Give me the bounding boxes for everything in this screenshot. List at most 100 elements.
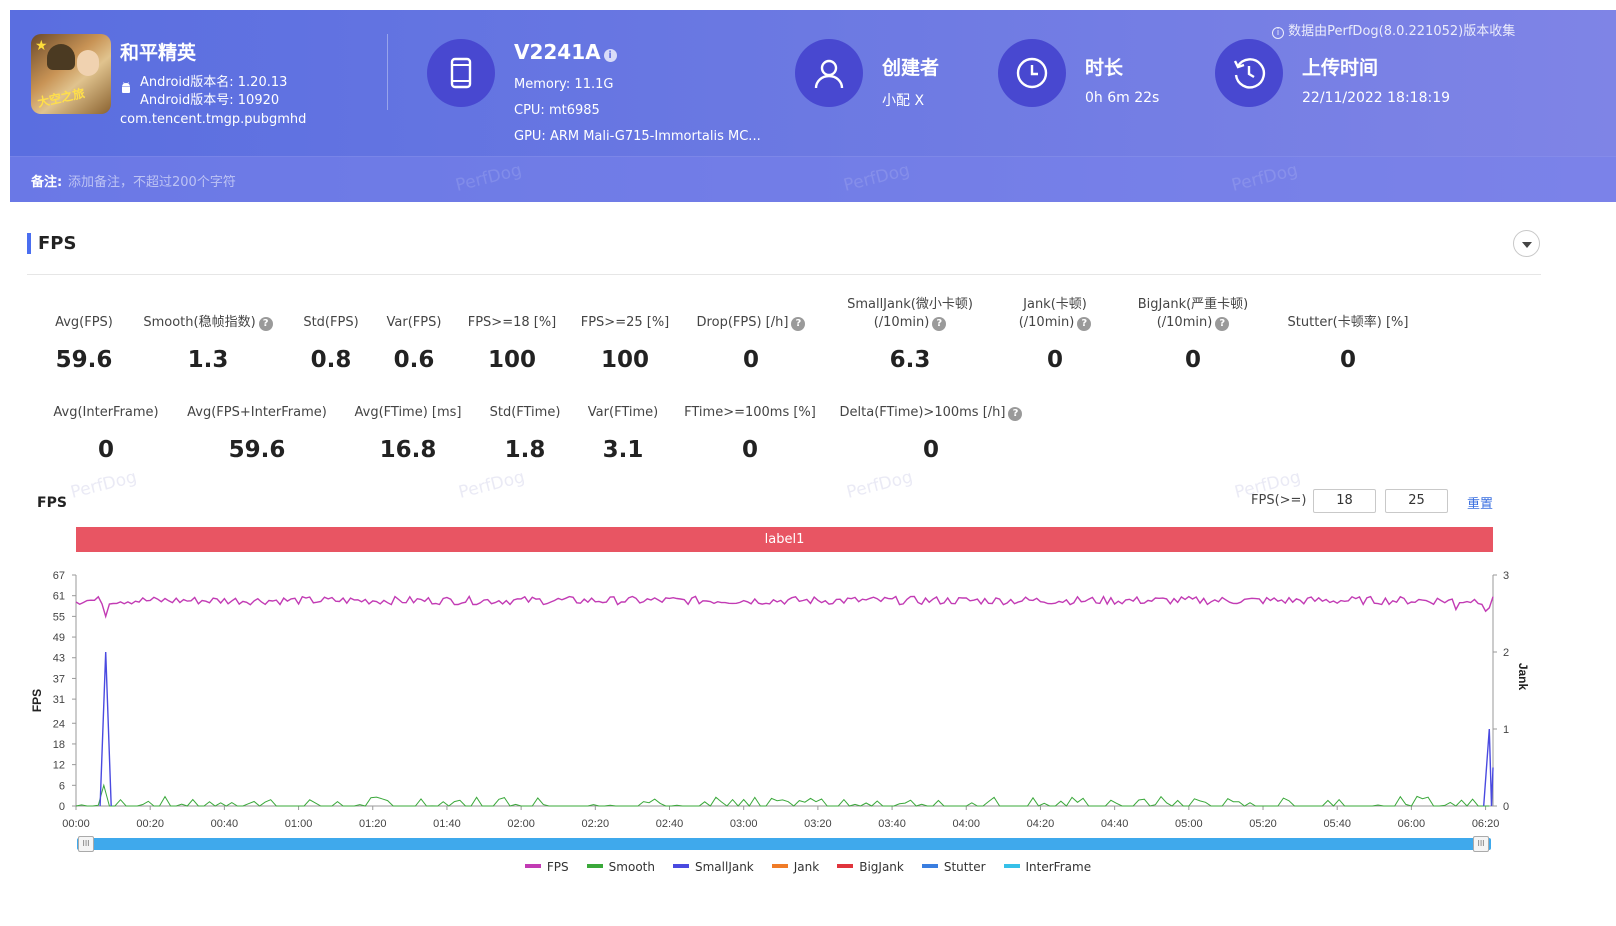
fps-threshold-input-2[interactable]: 25	[1385, 489, 1448, 513]
metric-label: Avg(FPS+InterFrame)	[157, 404, 357, 422]
metric-value: 100	[600, 347, 649, 373]
metric-avg-interframe: Avg(InterFrame) 0	[6, 404, 206, 477]
metric-stutter: Stutter(卡顿率) [%] 0	[1248, 314, 1448, 387]
metric-label: Avg(InterFrame)	[6, 404, 206, 422]
help-icon[interactable]: ?	[1008, 407, 1023, 421]
metric-value: 0	[97, 437, 114, 463]
series-smalljank-spike	[99, 651, 112, 807]
metric-value: 3.1	[602, 437, 644, 463]
fps-threshold-input-1[interactable]: 18	[1313, 489, 1376, 513]
x-tick-label: 00:40	[211, 818, 239, 830]
y-tick-label-left: 24	[53, 718, 65, 730]
legend-label: FPS	[546, 860, 569, 874]
metric-label-text: Jank(卡顿)	[1023, 297, 1087, 312]
help-icon[interactable]: ?	[791, 317, 806, 331]
legend-item-stutter[interactable]: Stutter	[921, 860, 986, 874]
metric-value: 100	[487, 347, 536, 373]
legend-item-bigjank[interactable]: BigJank	[837, 860, 904, 874]
y-tick-label-left: 12	[53, 760, 65, 772]
metric-value: 16.8	[379, 437, 437, 463]
remark-bar: 备注: 添加备注，不超过200个字符	[10, 156, 1616, 202]
metric-var-ftime: Var(FTime) 3.1	[523, 404, 723, 477]
label-bar[interactable]: label1	[76, 527, 1493, 552]
x-tick-label: 06:00	[1398, 818, 1426, 830]
metric-avg-fps: Avg(FPS) 59.6	[0, 314, 184, 387]
metric-label-text: FPS>=18 [%]	[467, 315, 557, 330]
legend-label: InterFrame	[1025, 860, 1092, 874]
collect-note-text: 数据由PerfDog(8.0.221052)版本收集	[1288, 24, 1516, 39]
creator-icon-circle	[795, 39, 863, 107]
x-tick-label: 04:20	[1027, 818, 1055, 830]
metric-label-text: Stutter(卡顿率) [%]	[1287, 315, 1409, 330]
x-tick-label: 05:20	[1249, 818, 1277, 830]
legend-label: Stutter	[943, 860, 986, 874]
metric-label: BigJank(严重卡顿)	[1093, 296, 1293, 314]
metric-label: Std(FPS)	[231, 314, 431, 332]
device-cpu: CPU: mt6985	[514, 103, 600, 118]
metric-value: 0	[1184, 347, 1201, 373]
game-icon-face	[77, 50, 99, 76]
y-tick-label-left: 61	[53, 591, 65, 603]
legend-item-fps[interactable]: FPS	[524, 860, 569, 874]
legend-swatch	[837, 864, 854, 868]
collapse-button[interactable]	[1513, 230, 1540, 257]
help-icon[interactable]: ?	[1077, 317, 1092, 331]
metric-value: 59.6	[55, 347, 113, 373]
slider-handle-right[interactable]: III	[1473, 836, 1489, 852]
duration-title: 时长	[1085, 57, 1124, 79]
help-icon[interactable]: ?	[932, 317, 947, 331]
metric-value: 0	[741, 437, 758, 463]
y-axis-label-right: Jank	[1516, 663, 1530, 691]
time-range-slider[interactable]	[77, 838, 1491, 850]
legend-swatch	[586, 864, 603, 868]
metric-var-fps: Var(FPS) 0.6	[314, 314, 514, 387]
device-memory: Memory: 11.1G	[514, 77, 614, 92]
legend-item-smooth[interactable]: Smooth	[586, 860, 655, 874]
y-tick-label-left: 49	[53, 632, 65, 644]
duration-value: 0h 6m 22s	[1085, 90, 1160, 106]
legend-item-interframe[interactable]: InterFrame	[1003, 860, 1092, 874]
metric-label-unit-text: (/10min)	[873, 315, 930, 330]
metric-label: Jank(卡顿)	[955, 296, 1155, 314]
remark-input[interactable]: 添加备注，不超过200个字符	[68, 175, 236, 190]
game-icon-helmet	[47, 44, 75, 70]
legend-label: Smooth	[608, 860, 655, 874]
metric-label-text: SmallJank(微小卡顿)	[847, 297, 973, 312]
slider-handle-left[interactable]: III	[78, 836, 94, 852]
section-divider	[27, 274, 1541, 275]
legend-label: Jank	[793, 860, 820, 874]
metric-label: Avg(FTime) [ms]	[308, 404, 508, 422]
upload-value: 22/11/2022 18:18:19	[1302, 90, 1451, 106]
series-smalljank-spike	[1483, 728, 1494, 807]
help-icon[interactable]: ?	[258, 317, 273, 331]
metric-value: 0	[922, 437, 939, 463]
metric-label-text: Smooth(稳帧指数)	[143, 315, 256, 330]
legend-item-smalljank[interactable]: SmallJank	[672, 860, 754, 874]
metric-label: SmallJank(微小卡顿)	[810, 296, 1010, 314]
upload-icon-circle	[1215, 39, 1283, 107]
user-icon	[814, 59, 844, 89]
metric-label: FTime>=100ms [%]	[650, 404, 850, 422]
x-tick-label: 01:00	[285, 818, 313, 830]
legend-item-jank[interactable]: Jank	[771, 860, 820, 874]
game-name: 和平精英	[120, 42, 197, 64]
metric-label-text: FPS>=25 [%]	[580, 315, 670, 330]
help-icon[interactable]: ?	[1215, 317, 1230, 331]
metric-label: Smooth(稳帧指数)?	[108, 314, 308, 332]
metric-fps-25: FPS>=25 [%] 100	[525, 314, 725, 387]
history-icon	[1233, 58, 1266, 89]
legend-swatch	[921, 864, 938, 868]
metric-label-text: BigJank(严重卡顿)	[1137, 297, 1249, 312]
device-name-text: V2241A	[514, 40, 601, 64]
info-icon[interactable]: i	[603, 49, 617, 62]
y-axis-label-left: FPS	[30, 689, 44, 712]
y-tick-label-left: 6	[59, 780, 65, 792]
metric-label: Var(FTime)	[523, 404, 723, 422]
x-tick-label: 02:40	[656, 818, 684, 830]
header-info-panel: ★ 大空之旅 和平精英 Android版本名: 1.20.13 Android版…	[10, 10, 1616, 156]
upload-title: 上传时间	[1302, 57, 1379, 79]
creator-value: 小配 X	[882, 93, 925, 109]
device-gpu: GPU: ARM Mali-G715-Immortalis MC...	[514, 129, 761, 144]
reset-link[interactable]: 重置	[1467, 497, 1494, 512]
creator-title: 创建者	[882, 57, 940, 79]
